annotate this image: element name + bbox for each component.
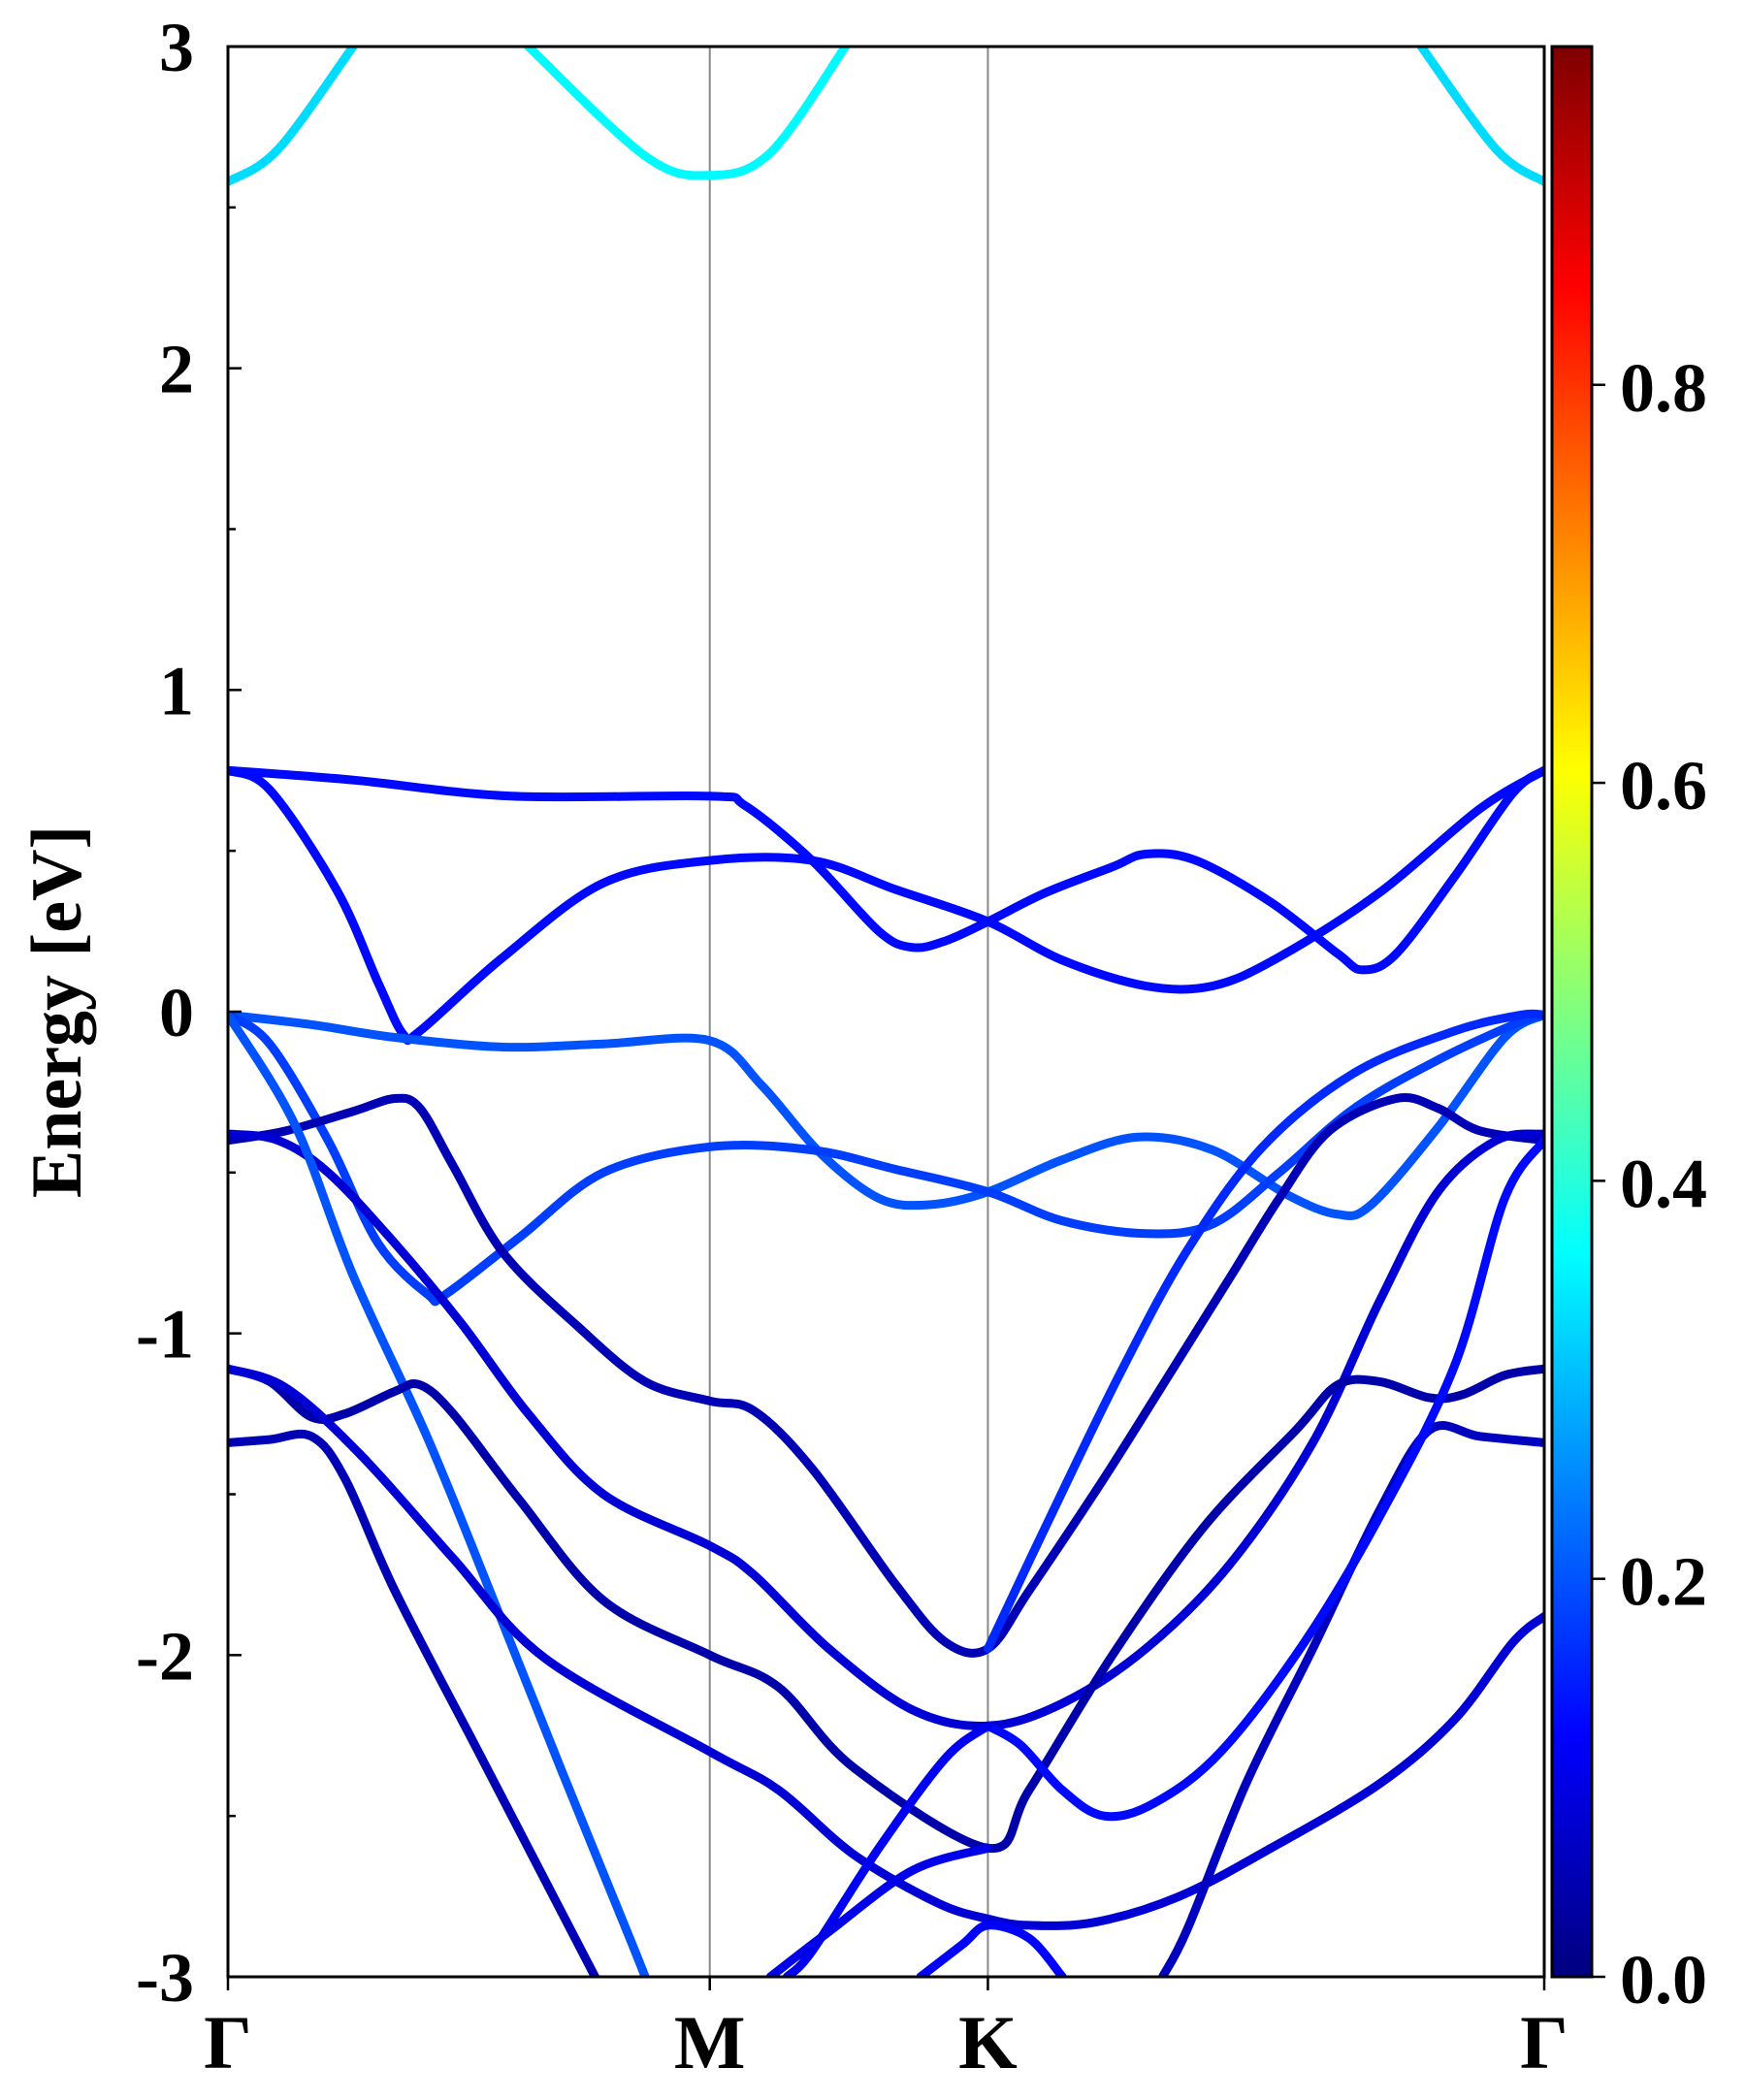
band-line-11 xyxy=(228,1364,1544,1854)
band-line-16 xyxy=(782,1721,992,1977)
x-tick-label: K xyxy=(958,2000,1018,2084)
band-lines xyxy=(228,47,1544,1977)
band-line-17 xyxy=(765,1843,992,1977)
x-tick-label: Γ xyxy=(1520,2000,1568,2084)
band-line-8 xyxy=(228,1129,1544,1730)
colorbar-tick-label: 0.6 xyxy=(1620,747,1707,824)
band-line-15 xyxy=(984,1136,1544,1822)
band-line-12 xyxy=(228,1364,1544,1930)
band-line-10 xyxy=(984,1009,1544,1654)
colorbar xyxy=(1550,45,1594,1979)
x-tick-label: M xyxy=(674,2000,746,2084)
colorbar-ticks: 0.8 0.6 0.4 0.2 0.0 xyxy=(1592,349,1707,2019)
y-tick-label: 0 xyxy=(159,974,194,1051)
plot-frame xyxy=(226,45,1546,1979)
band-line-9 xyxy=(228,1010,650,1977)
colorbar-tick-label: 0.2 xyxy=(1620,1543,1707,1621)
y-tick-label: -2 xyxy=(136,1617,194,1695)
band-line-14 xyxy=(1158,1421,1544,1977)
y-tick-label: -1 xyxy=(136,1296,194,1373)
band-line-0 xyxy=(228,47,358,186)
colorbar-tick-label: 0.8 xyxy=(1620,349,1707,427)
colorbar-tick-label: 0.0 xyxy=(1620,1941,1707,2019)
y-tick-label: 2 xyxy=(159,331,194,408)
y-axis-label: Energy [eV] xyxy=(17,825,97,1198)
band-line-3 xyxy=(228,765,1544,975)
band-line-4 xyxy=(228,765,1544,1046)
band-line-13 xyxy=(228,1429,599,1977)
y-tick-label: 3 xyxy=(159,9,194,86)
high-symmetry-lines xyxy=(708,47,989,1977)
x-tick-label: Γ xyxy=(204,2000,252,2084)
band-line-7 xyxy=(228,1093,1544,1658)
y-tick-label: 1 xyxy=(159,652,194,729)
band-line-2 xyxy=(1416,47,1544,186)
band-line-1 xyxy=(524,47,851,180)
band-line-18 xyxy=(916,1921,1067,1977)
band-line-5 xyxy=(228,1010,1544,1220)
colorbar-tick-label: 0.4 xyxy=(1620,1145,1707,1222)
y-tick-label: -3 xyxy=(136,1939,194,2017)
band-line-6 xyxy=(228,1010,1544,1307)
y-axis-ticks: 3 2 1 0 -1 -2 -3 xyxy=(136,9,242,2017)
